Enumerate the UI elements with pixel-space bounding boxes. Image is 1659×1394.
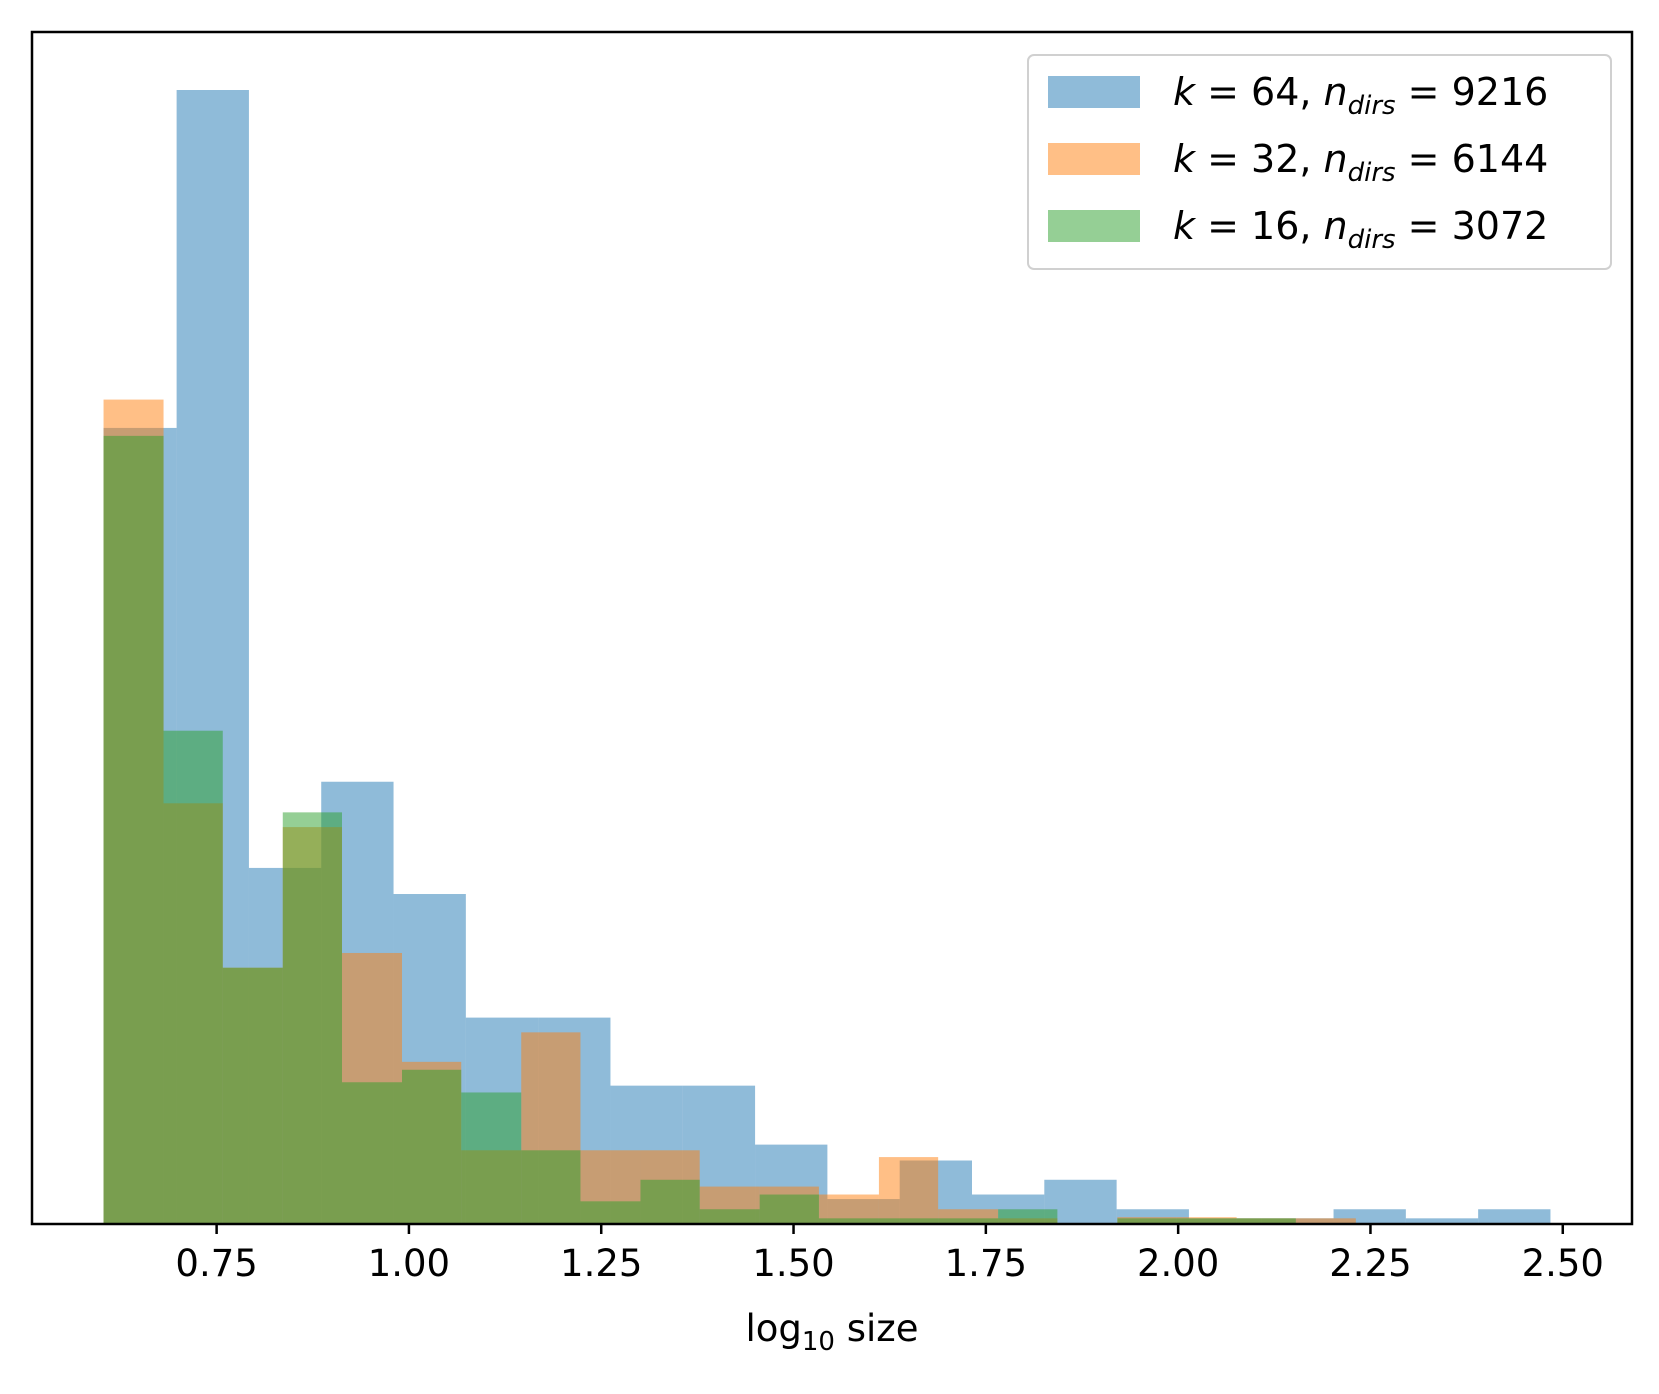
- series-2-bar-18: [1176, 1218, 1237, 1224]
- series-2-bar-12: [818, 1218, 879, 1224]
- x-axis-ticks: 0.75 1.00 1.25 1.50 1.75 2.00 2.25 2.50: [175, 1224, 1604, 1285]
- legend: k = 64, ndirs = 9216 k = 32, ndirs = 6144…: [1027, 54, 1612, 270]
- x-tick-label: 2.00: [1137, 1242, 1219, 1285]
- series-2-bar-14: [938, 1218, 999, 1224]
- x-axis-label-rest: size: [835, 1307, 919, 1350]
- series-2-bar-10: [699, 1209, 760, 1224]
- series-2-bar-0: [103, 435, 164, 1224]
- series-2-bar-13: [878, 1218, 939, 1224]
- legend-swatch: [1048, 143, 1140, 175]
- series-2-bar-15: [998, 1209, 1058, 1224]
- x-axis-label-main: log: [745, 1307, 801, 1350]
- x-tick-label: 0.75: [175, 1242, 257, 1285]
- series-2-bar-9: [640, 1179, 700, 1224]
- series-2-bar-17: [1117, 1218, 1177, 1224]
- series-2-bar-11: [759, 1194, 819, 1224]
- x-tick-label: 1.25: [560, 1242, 642, 1285]
- series-2-bars: [103, 435, 1296, 1224]
- series-2-bar-2: [222, 967, 283, 1224]
- legend-label: k = 64, ndirs = 9216: [1173, 70, 1548, 121]
- x-tick-label: 2.50: [1522, 1242, 1604, 1285]
- series-0-bar-18: [1405, 1218, 1479, 1224]
- legend-entry-0: k = 64, ndirs = 9216: [1048, 70, 1548, 121]
- x-axis-label: log10 size: [745, 1307, 918, 1357]
- series-2-bar-7: [521, 1150, 581, 1224]
- x-tick-label: 1.00: [368, 1242, 450, 1285]
- x-tick-label: 1.75: [945, 1242, 1027, 1285]
- series-2-bar-4: [342, 1082, 402, 1224]
- series-2-bar-3: [282, 812, 342, 1224]
- histogram-bars: [103, 90, 1551, 1225]
- legend-box: [1027, 54, 1612, 270]
- plot-frame: [30, 30, 1634, 1226]
- series-1-bar-20: [1295, 1218, 1356, 1224]
- series-2-bar-19: [1236, 1218, 1296, 1224]
- series-2-bar-6: [461, 1092, 522, 1224]
- series-2-bar-8: [580, 1201, 641, 1224]
- series-2-bar-5: [402, 1069, 462, 1224]
- legend-label: k = 32, ndirs = 6144: [1173, 137, 1548, 188]
- legend-swatch: [1048, 210, 1140, 242]
- series-2-bar-1: [163, 730, 223, 1224]
- series-0-bar-19: [1478, 1209, 1551, 1224]
- x-tick-label: 1.50: [752, 1242, 834, 1285]
- x-axis-label-subscript: 10: [802, 1327, 835, 1357]
- series-1-bar-13: [878, 1157, 939, 1224]
- legend-entry-1: k = 32, ndirs = 6144: [1048, 137, 1548, 188]
- x-tick-label: 2.25: [1329, 1242, 1411, 1285]
- legend-entry-2: k = 16, ndirs = 3072: [1048, 204, 1548, 255]
- legend-label: k = 16, ndirs = 3072: [1173, 204, 1548, 255]
- legend-swatch: [1048, 76, 1140, 108]
